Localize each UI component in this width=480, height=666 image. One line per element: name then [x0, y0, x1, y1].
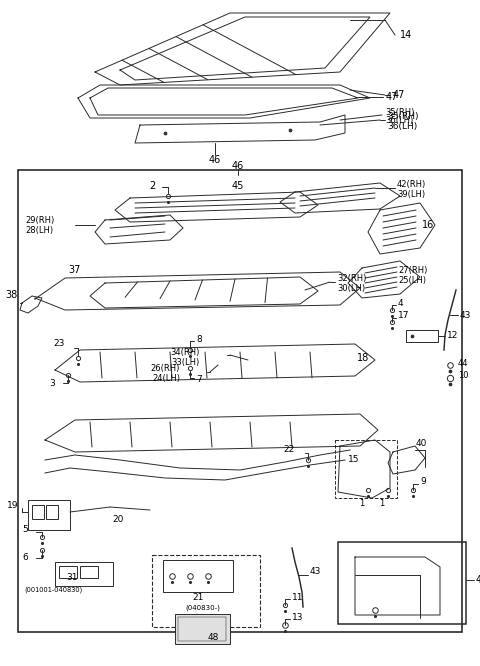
Text: 41: 41 — [476, 575, 480, 585]
Bar — [406, 330, 438, 342]
Text: 4: 4 — [398, 298, 404, 308]
Bar — [178, 617, 226, 641]
Text: (001001-040830): (001001-040830) — [24, 587, 82, 593]
Text: 42(RH): 42(RH) — [397, 180, 426, 190]
Text: 15: 15 — [348, 456, 360, 464]
Text: 19: 19 — [7, 501, 18, 509]
Text: 16: 16 — [422, 220, 434, 230]
Text: 23: 23 — [54, 340, 65, 348]
Text: 47: 47 — [393, 90, 406, 100]
Text: 32(RH): 32(RH) — [337, 274, 366, 284]
Bar — [80, 566, 98, 578]
Text: 47: 47 — [386, 92, 398, 102]
Bar — [335, 440, 397, 498]
Bar — [55, 562, 113, 586]
Bar — [46, 505, 58, 519]
Text: 36(LH): 36(LH) — [385, 117, 413, 125]
Text: 20: 20 — [112, 515, 123, 525]
Bar — [18, 170, 462, 632]
Text: 48: 48 — [207, 633, 219, 643]
Text: 33(LH): 33(LH) — [172, 358, 200, 366]
Text: 8: 8 — [196, 334, 202, 344]
Text: 40: 40 — [416, 440, 427, 448]
Text: 38: 38 — [6, 290, 18, 300]
Text: 17: 17 — [398, 312, 409, 320]
Text: 13: 13 — [292, 613, 303, 621]
Text: 43: 43 — [460, 310, 471, 320]
Text: 1: 1 — [379, 500, 384, 509]
Text: 7: 7 — [196, 376, 202, 384]
Text: 25(LH): 25(LH) — [398, 276, 426, 284]
Text: 21: 21 — [192, 593, 204, 601]
Bar — [175, 614, 230, 644]
Text: 44: 44 — [458, 358, 468, 368]
Text: 2: 2 — [149, 181, 155, 191]
Text: 12: 12 — [447, 332, 458, 340]
Text: 3: 3 — [49, 378, 55, 388]
Bar — [338, 542, 466, 624]
Text: 30(LH): 30(LH) — [337, 284, 365, 292]
Text: 6: 6 — [22, 553, 28, 563]
Text: 22: 22 — [284, 446, 295, 454]
Text: 35(RH): 35(RH) — [385, 107, 414, 117]
Text: 28(LH): 28(LH) — [25, 226, 53, 234]
Text: 5: 5 — [22, 525, 28, 535]
Bar — [163, 560, 233, 592]
Text: 14: 14 — [400, 30, 412, 40]
Text: 18: 18 — [357, 353, 369, 363]
Text: 11: 11 — [292, 593, 303, 601]
Text: 37: 37 — [68, 265, 80, 275]
Text: 39(LH): 39(LH) — [397, 190, 425, 198]
Text: 46: 46 — [232, 161, 244, 171]
Text: 45: 45 — [232, 181, 244, 191]
Bar — [32, 505, 44, 519]
Text: 9: 9 — [420, 478, 426, 486]
Text: 10: 10 — [458, 372, 468, 380]
Text: 26(RH): 26(RH) — [151, 364, 180, 372]
Text: 29(RH): 29(RH) — [25, 216, 54, 224]
Text: 24(LH): 24(LH) — [152, 374, 180, 382]
Text: 46: 46 — [209, 155, 221, 165]
Bar — [152, 555, 260, 627]
Text: 43: 43 — [310, 567, 322, 577]
Bar — [59, 566, 77, 578]
Bar — [28, 500, 70, 530]
Text: 34(RH): 34(RH) — [170, 348, 200, 358]
Text: 31: 31 — [66, 573, 78, 583]
Text: 35(RH): 35(RH) — [387, 113, 419, 121]
Text: (040830-): (040830-) — [185, 605, 220, 611]
Text: 27(RH): 27(RH) — [398, 266, 427, 274]
Text: 36(LH): 36(LH) — [387, 121, 417, 131]
Text: 1: 1 — [360, 500, 365, 509]
